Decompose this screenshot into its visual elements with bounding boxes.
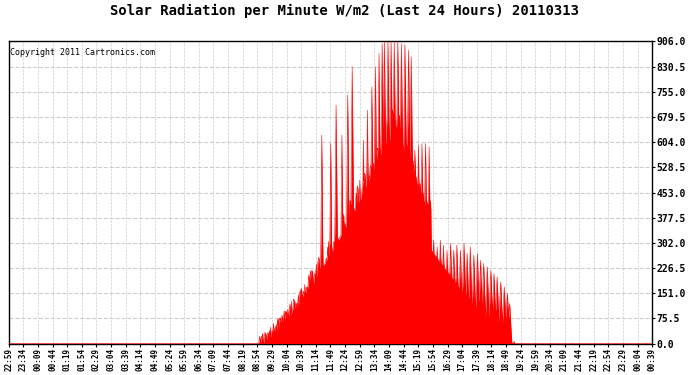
Text: Copyright 2011 Cartronics.com: Copyright 2011 Cartronics.com: [10, 48, 155, 57]
Text: Solar Radiation per Minute W/m2 (Last 24 Hours) 20110313: Solar Radiation per Minute W/m2 (Last 24…: [110, 4, 580, 18]
